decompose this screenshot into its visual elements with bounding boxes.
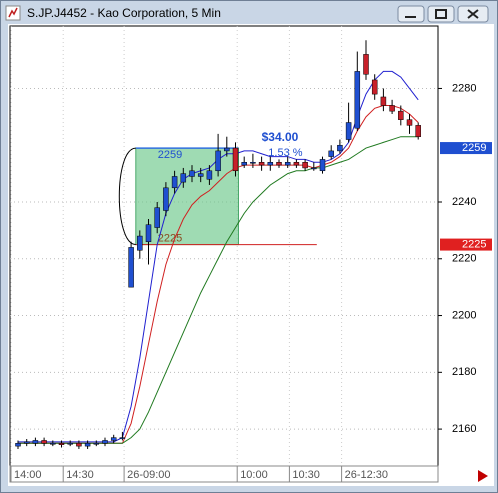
candle-body (337, 144, 343, 152)
candle-body (354, 71, 361, 129)
candle-body (276, 162, 282, 166)
candle-body (180, 173, 187, 183)
range-change-pct: 1.53 % (268, 147, 302, 159)
candle-body (232, 147, 239, 172)
x-tick-label: 10:00 (240, 469, 268, 481)
range-high-label: 2259 (158, 149, 182, 161)
candle-body (206, 170, 213, 180)
price-marker-label: 2259 (462, 142, 486, 154)
candle-body (328, 150, 334, 157)
candle-body (398, 110, 404, 120)
price-marker (440, 142, 492, 155)
y-tick-label: 2280 (452, 82, 476, 94)
minimize-button[interactable] (397, 5, 425, 23)
candle-body (215, 150, 221, 172)
price-marker (440, 238, 492, 251)
x-axis-bar (9, 465, 439, 483)
range-box (135, 147, 239, 246)
candle-body (224, 147, 230, 152)
y-tick-label: 2240 (452, 196, 476, 208)
y-tick-label: 2200 (452, 309, 476, 321)
range-bracket (118, 147, 136, 246)
candle-body (406, 119, 413, 126)
maximize-glyph (435, 9, 447, 19)
x-tick-label: 14:30 (66, 469, 94, 481)
candle-body (163, 187, 169, 211)
candle-body (128, 247, 134, 288)
candle-body (15, 443, 21, 447)
candle-body (189, 170, 195, 177)
candle-body (250, 162, 256, 164)
candle-body (119, 437, 126, 439)
candle-body (41, 440, 47, 444)
price-marker-label: 2225 (462, 238, 486, 250)
maximize-button[interactable] (427, 5, 455, 23)
candle-body (197, 173, 204, 177)
close-glyph (467, 9, 479, 19)
candle-body (258, 162, 265, 166)
candle-body (267, 162, 274, 166)
candle-body (145, 224, 152, 242)
candle-body (102, 440, 108, 444)
app-icon-glyph (8, 7, 18, 18)
candle-body (415, 125, 421, 137)
range-change: $34.00 (262, 130, 299, 144)
window-title: S.JP.J4452 - Kao Corporation, 5 Min (27, 6, 221, 20)
candle-body (363, 54, 369, 75)
candle-body (284, 162, 291, 166)
y-tick-label: 2160 (452, 423, 476, 435)
candle-body (154, 207, 160, 228)
candle-body (50, 443, 56, 445)
candle-body (371, 79, 378, 95)
x-tick-label: 26-12:30 (345, 469, 388, 481)
candle-body (76, 443, 82, 447)
candle-body (67, 443, 73, 445)
candle-body (319, 159, 326, 172)
plot-area (9, 25, 439, 467)
candle-body (171, 176, 178, 189)
plot-layer: 2160 2180 2200 2220 2240 2280 14:00 14:30 26-09:… (10, 26, 492, 482)
candle-body (32, 440, 39, 444)
x-tick-label: 14:00 (14, 469, 42, 481)
candle-body (137, 235, 143, 251)
candle-body (302, 162, 308, 169)
candle-body (389, 105, 395, 112)
candle-body (23, 441, 30, 444)
candle-body (345, 122, 352, 140)
candle-body (58, 443, 65, 445)
candle-body (110, 437, 117, 441)
x-tick-label: 26-09:00 (127, 469, 170, 481)
scroll-arrow[interactable] (478, 470, 488, 482)
moving-average (18, 136, 419, 444)
y-tick-label: 2180 (452, 366, 476, 378)
candle-body (311, 167, 317, 170)
y-tick-label: 2220 (452, 253, 476, 265)
candle-body (93, 443, 100, 445)
candle-body (293, 162, 300, 166)
range-low-label: 2225 (158, 232, 182, 244)
x-tick-label: 10:30 (292, 469, 320, 481)
candle-body (241, 162, 247, 166)
candle-body (380, 96, 387, 106)
candle-body (84, 443, 91, 447)
